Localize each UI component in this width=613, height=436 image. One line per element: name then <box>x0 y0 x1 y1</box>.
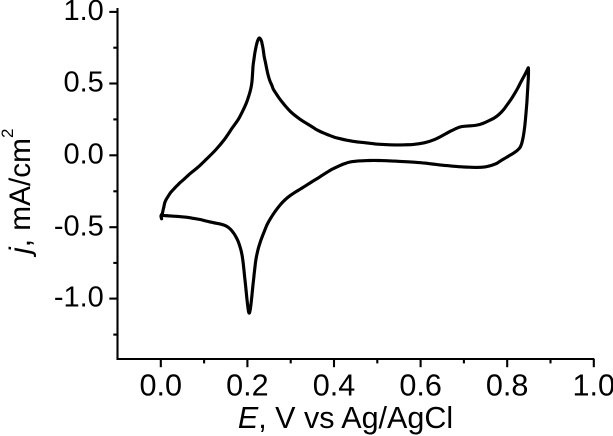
svg-text:E, V vs Ag/AgCl: E, V vs Ag/AgCl <box>238 401 453 435</box>
svg-text:0.5: 0.5 <box>63 67 103 99</box>
svg-text:-0.5: -0.5 <box>54 210 104 242</box>
svg-text:0.2: 0.2 <box>226 368 269 402</box>
svg-text:0.0: 0.0 <box>63 138 103 170</box>
svg-text:0.0: 0.0 <box>140 368 183 402</box>
svg-text:-1.0: -1.0 <box>54 282 104 314</box>
svg-text:0.4: 0.4 <box>313 368 356 402</box>
svg-text:0.8: 0.8 <box>486 368 529 402</box>
svg-text:j, mA/cm2: j, mA/cm2 <box>0 129 37 258</box>
svg-text:1.0: 1.0 <box>63 0 103 27</box>
svg-text:0.6: 0.6 <box>399 368 442 402</box>
svg-text:1.0: 1.0 <box>573 368 613 402</box>
